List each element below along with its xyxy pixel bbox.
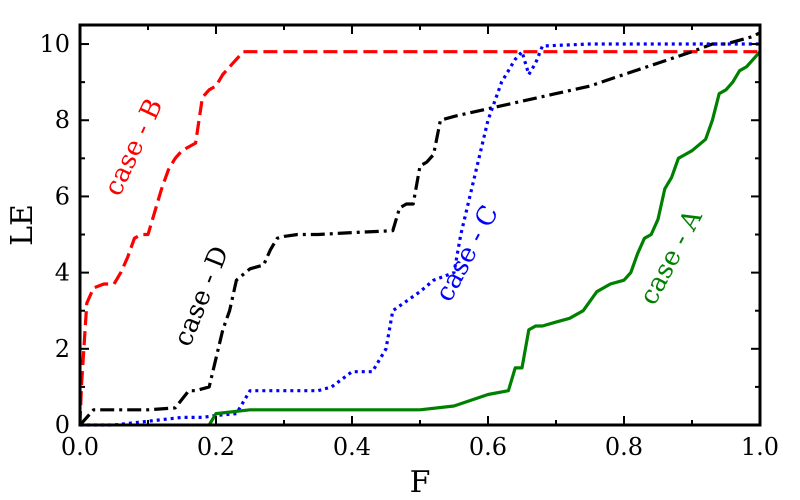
series-line-C bbox=[80, 42, 760, 427]
y-tick-label: 6 bbox=[55, 182, 70, 210]
x-tick-label: 0.0 bbox=[61, 433, 99, 461]
series-line-D bbox=[78, 31, 761, 427]
annotation-D: case - D bbox=[168, 242, 235, 351]
y-axis-title: LE bbox=[5, 204, 40, 246]
y-tick-label: 2 bbox=[55, 335, 70, 363]
annotations-layer: case - B case - D case - C case - A bbox=[99, 94, 710, 350]
labels-layer: 0.0 0.2 0.4 0.6 0.8 1.0 0 2 4 6 8 10 bbox=[39, 30, 779, 461]
x-tick-label: 0.6 bbox=[469, 433, 507, 461]
x-tick-label: 0.4 bbox=[333, 433, 371, 461]
y-tick-label: 4 bbox=[55, 259, 70, 287]
x-axis-title: F bbox=[410, 465, 431, 500]
y-tick-label: 0 bbox=[55, 411, 70, 439]
ticks-layer bbox=[79, 25, 761, 426]
y-tick-label: 8 bbox=[55, 106, 70, 134]
series-line-B bbox=[78, 50, 760, 426]
x-tick-label: 0.2 bbox=[197, 433, 235, 461]
annotation-B: case - B bbox=[99, 94, 170, 200]
plot-frame bbox=[78, 23, 762, 427]
annotation-A: case - A bbox=[634, 204, 709, 310]
annotation-C: case - C bbox=[430, 201, 505, 307]
series-line-A bbox=[207, 50, 762, 426]
series-layer bbox=[78, 31, 762, 427]
y-tick-label: 10 bbox=[39, 30, 70, 58]
x-tick-label: 0.8 bbox=[605, 433, 643, 461]
x-tick-label: 1.0 bbox=[741, 433, 779, 461]
